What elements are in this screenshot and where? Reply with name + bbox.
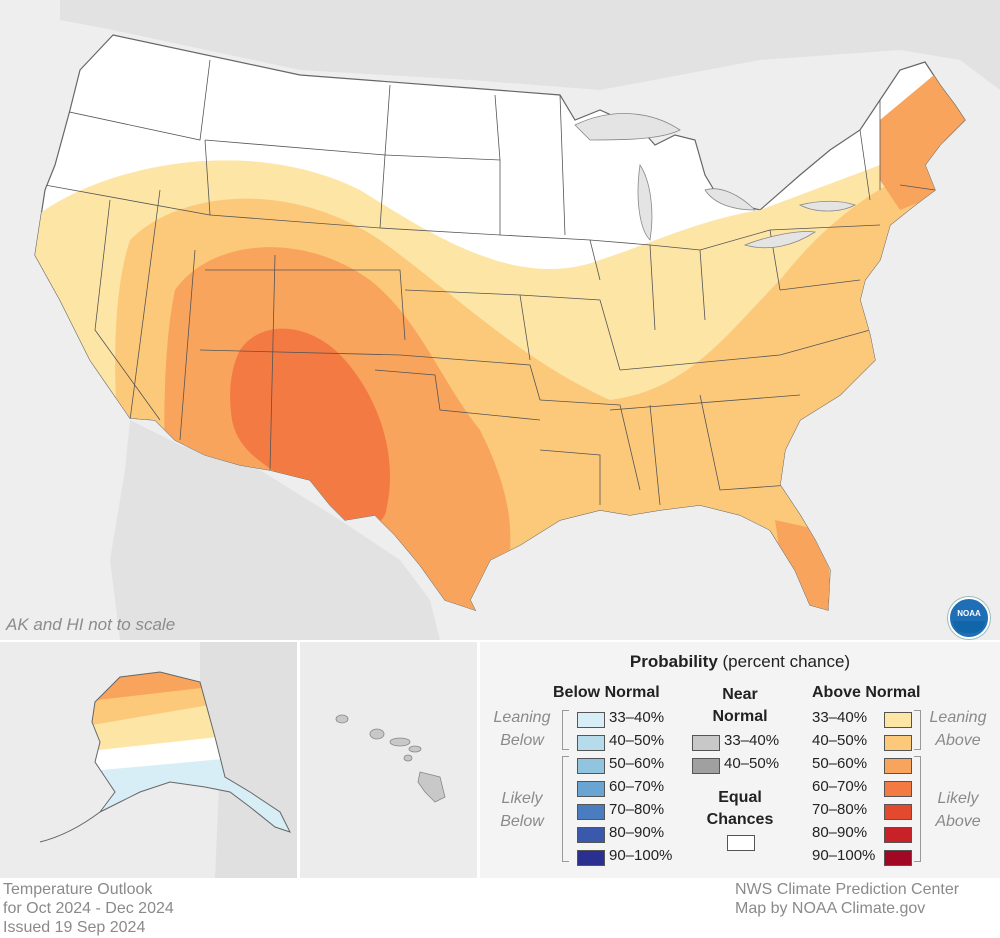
footer-title: Temperature Outlook xyxy=(3,881,153,898)
likely-above-label: Likely Above xyxy=(920,787,996,833)
leaning-above-bracket xyxy=(914,710,921,750)
equal-chances-line1: Equal xyxy=(718,789,762,806)
below-label: 40–50% xyxy=(609,732,665,749)
above-swatch xyxy=(884,781,912,797)
near-normal-heading-line2: Normal xyxy=(712,708,768,725)
likely-below-label: Likely Below xyxy=(482,787,562,833)
footer-left: Temperature Outlook for Oct 2024 - Dec 2… xyxy=(3,880,174,937)
hawaii-islands xyxy=(335,714,446,803)
likely-below-bracket xyxy=(562,756,569,862)
above-swatch xyxy=(884,735,912,751)
near-label: 33–40% xyxy=(724,732,780,749)
below-swatch xyxy=(577,735,605,751)
below-normal-heading: Below Normal xyxy=(553,684,660,701)
legend-title: Probability (percent chance) xyxy=(480,652,1000,672)
below-swatch xyxy=(577,804,605,820)
above-label: 50–60% xyxy=(812,755,868,772)
leaning-below-line2: Below xyxy=(500,732,544,749)
noaa-logo-wave xyxy=(953,621,985,633)
above-label: 70–80% xyxy=(812,801,868,818)
below-swatch xyxy=(577,712,605,728)
footer-issued: Issued 19 Sep 2024 xyxy=(3,919,146,936)
footer-period: for Oct 2024 - Dec 2024 xyxy=(3,900,174,917)
near-swatch xyxy=(692,735,720,751)
likely-above-bracket xyxy=(914,756,921,862)
below-label: 80–90% xyxy=(609,824,665,841)
leaning-below-label: Leaning Below xyxy=(482,706,562,752)
equal-chances-line2: Chances xyxy=(706,811,774,828)
alaska-outline xyxy=(91,671,291,833)
above-label: 33–40% xyxy=(812,709,868,726)
canada-land xyxy=(60,0,1000,90)
equal-chances-heading: Equal Chances xyxy=(690,787,790,831)
above-label: 90–100% xyxy=(812,847,876,864)
above-swatch xyxy=(884,827,912,843)
inset-scale-note: AK and HI not to scale xyxy=(6,615,176,634)
aleutian-chain xyxy=(39,811,101,843)
band-above-60-70 xyxy=(230,328,391,530)
below-swatch xyxy=(577,758,605,774)
leaning-above-line2: Above xyxy=(935,732,981,749)
legend-title-rest: (percent chance) xyxy=(717,652,851,671)
likely-below-line1: Likely xyxy=(501,790,543,807)
footer-credit-map: Map by NOAA Climate.gov xyxy=(735,900,926,917)
footer-credit-cpc: NWS Climate Prediction Center xyxy=(735,881,960,898)
below-label: 50–60% xyxy=(609,755,665,772)
likely-above-line1: Likely xyxy=(937,790,979,807)
below-label: 33–40% xyxy=(609,709,665,726)
alaska-map xyxy=(0,642,297,878)
below-swatch xyxy=(577,850,605,866)
above-swatch xyxy=(884,712,912,728)
leaning-below-line1: Leaning xyxy=(493,709,551,726)
above-swatch xyxy=(884,850,912,866)
conus-map: AK and HI not to scale NOAA xyxy=(0,0,1000,640)
below-label: 60–70% xyxy=(609,778,665,795)
mexico-land xyxy=(110,420,440,640)
above-label: 40–50% xyxy=(812,732,868,749)
legend-title-bold: Probability xyxy=(629,652,718,671)
near-normal-heading-line1: Near xyxy=(722,686,758,703)
near-normal-heading: Near Normal xyxy=(690,684,790,728)
alaska-inset xyxy=(0,642,297,878)
hawaii-map xyxy=(300,642,477,878)
below-swatch xyxy=(577,781,605,797)
state-lines xyxy=(44,59,936,506)
above-label: 80–90% xyxy=(812,824,868,841)
legend: Probability (percent chance) Below Norma… xyxy=(480,642,1000,878)
above-swatch xyxy=(884,804,912,820)
above-label: 60–70% xyxy=(812,778,868,795)
near-label: 40–50% xyxy=(724,755,780,772)
equal-chances-swatch xyxy=(727,835,755,851)
noaa-logo-text: NOAA xyxy=(957,609,981,618)
near-swatch xyxy=(692,758,720,774)
great-lakes xyxy=(574,113,857,249)
conus-map-graphic xyxy=(34,0,1000,640)
below-label: 90–100% xyxy=(609,847,673,864)
leaning-above-line1: Leaning xyxy=(929,709,987,726)
noaa-logo: NOAA xyxy=(948,597,990,639)
likely-above-line2: Above xyxy=(935,813,981,830)
below-swatch xyxy=(577,827,605,843)
leaning-above-label: Leaning Above xyxy=(920,706,996,752)
hawaii-inset xyxy=(300,642,477,878)
likely-below-line2: Below xyxy=(500,813,544,830)
above-swatch xyxy=(884,758,912,774)
below-label: 70–80% xyxy=(609,801,665,818)
leaning-below-bracket xyxy=(562,710,569,750)
footer-right: NWS Climate Prediction Center Map by NOA… xyxy=(735,880,959,918)
above-normal-heading: Above Normal xyxy=(812,684,921,701)
